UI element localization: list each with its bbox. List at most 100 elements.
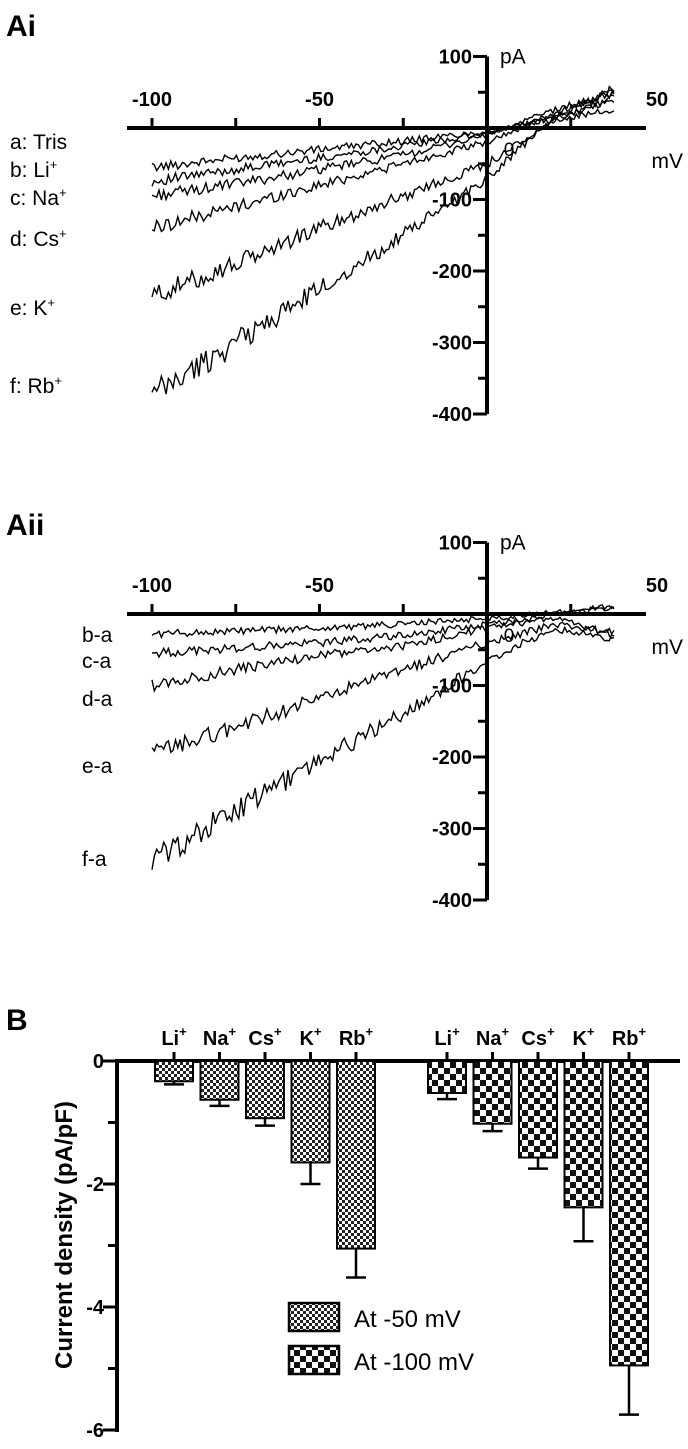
trace-e-a <box>151 621 615 754</box>
trace-label-sup: + <box>47 295 55 310</box>
y-tick-label: -300 <box>432 333 472 355</box>
bar-minus100-rb <box>609 1060 649 1367</box>
category-label-sup: + <box>639 1024 647 1039</box>
category-label-main: Cs <box>521 1028 547 1050</box>
y-tick-label: -200 <box>432 261 472 283</box>
category-label: Na+ <box>476 1024 510 1050</box>
category-label-sup: + <box>366 1024 374 1039</box>
category-label: Li+ <box>434 1024 460 1050</box>
trace-label-main: b-a <box>82 624 113 647</box>
trace-label-main: f-a <box>82 848 107 871</box>
y-tick-label: -400 <box>432 890 472 912</box>
trace-b-a <box>151 605 615 640</box>
trace-label-main: f: Rb <box>10 375 54 398</box>
category-label: Cs+ <box>521 1024 555 1050</box>
y-tick-label: -2 <box>86 1174 104 1196</box>
legend-swatch <box>287 1344 341 1376</box>
trace-label-sup: + <box>59 226 67 241</box>
y-tick-label: -400 <box>432 404 472 426</box>
trace-label-main: a: Tris <box>10 131 67 154</box>
legend-label: At -100 mV <box>354 1349 474 1376</box>
category-label-sup: + <box>547 1024 555 1039</box>
category-label-sup: + <box>501 1024 509 1039</box>
x-tick-label: 50 <box>646 575 668 597</box>
category-label-main: K <box>572 1028 587 1050</box>
trace-label: e-a <box>82 755 113 778</box>
category-label: Rb+ <box>339 1024 374 1050</box>
trace-label-main: e-a <box>82 755 113 778</box>
y-axis-unit: pA <box>500 46 526 69</box>
y-tick-label: 0 <box>93 1051 104 1073</box>
category-label: K+ <box>299 1024 321 1050</box>
y-tick-label: -200 <box>432 747 472 769</box>
category-label-main: Li <box>161 1028 179 1050</box>
y-tick-label: 100 <box>439 533 472 555</box>
trace-label: d-a <box>82 688 113 711</box>
category-label-main: Na <box>476 1028 502 1050</box>
category-label: Cs+ <box>248 1024 282 1050</box>
y-tick-label: -6 <box>86 1420 104 1442</box>
trace-label-sup: + <box>50 157 58 172</box>
trace-label-main: e: K <box>10 297 47 320</box>
category-label-main: K <box>299 1028 314 1050</box>
trace-label-main: d: Cs <box>10 228 59 251</box>
category-label: Li+ <box>161 1024 187 1050</box>
category-label-main: Li <box>434 1028 452 1050</box>
category-label-sup: + <box>587 1024 595 1039</box>
legend-swatch <box>287 1301 341 1333</box>
trace-label-main: c: Na <box>10 187 59 210</box>
trace-label-sup: + <box>54 373 62 388</box>
trace-label: c-a <box>82 650 111 673</box>
x-tick-label: -50 <box>305 89 334 111</box>
x-axis-unit: mV <box>652 636 684 659</box>
x-axis-unit: mV <box>652 150 684 173</box>
category-label-main: Rb <box>612 1028 639 1050</box>
bar-minus100-na <box>472 1060 513 1125</box>
panel-label-b: B <box>6 1004 28 1037</box>
x-tick-label: 50 <box>646 89 668 111</box>
trace-f-rb- <box>151 85 615 395</box>
trace-d-cs- <box>151 89 615 233</box>
trace-label: f-a <box>82 848 107 871</box>
trace-f-a <box>151 625 615 870</box>
trace-label: f: Rb+ <box>10 373 62 398</box>
trace-label-main: d-a <box>82 688 113 711</box>
trace-label: d: Cs+ <box>10 226 67 251</box>
trace-label: a: Tris <box>10 131 67 154</box>
bar-minus50-k <box>290 1060 331 1164</box>
bar-minus50-cs <box>245 1060 285 1120</box>
category-label-sup: + <box>314 1024 322 1039</box>
category-label-main: Rb <box>339 1028 366 1050</box>
trace-label-main: b: Li <box>10 159 50 182</box>
trace-label: c: Na+ <box>10 185 67 210</box>
category-label-sup: + <box>452 1024 460 1039</box>
bar-minus50-li <box>154 1060 194 1083</box>
trace-label: e: K+ <box>10 295 55 320</box>
bar-minus100-k <box>563 1060 604 1209</box>
category-label-sup: + <box>179 1024 187 1039</box>
panel-label-ai: Ai <box>6 10 36 43</box>
trace-label-main: c-a <box>82 650 111 673</box>
x-tick-label: -100 <box>132 575 172 597</box>
y-tick-label: -4 <box>86 1297 105 1319</box>
trace-e-k- <box>151 94 615 301</box>
y-tick-label: -300 <box>432 819 472 841</box>
x-tick-label: -100 <box>132 89 172 111</box>
bar-minus100-li <box>427 1060 467 1094</box>
category-label: K+ <box>572 1024 594 1050</box>
panel-aii-difference-curves: Aii -100 -50 500 mV100-100-200-300-400pAb-a… <box>6 509 683 912</box>
legend-label: At -50 mV <box>354 1306 461 1333</box>
category-label-main: Na <box>203 1028 229 1050</box>
category-label: Rb+ <box>612 1024 647 1050</box>
y-axis-unit: pA <box>500 532 526 555</box>
y-tick-label: -100 <box>432 190 472 212</box>
category-label-main: Cs <box>248 1028 274 1050</box>
y-axis-label: Current density (pA/pF) <box>51 1101 78 1369</box>
bar-minus50-rb <box>336 1060 376 1250</box>
x-tick-label: -50 <box>305 575 334 597</box>
trace-d-a <box>151 616 615 694</box>
trace-b-li- <box>151 98 615 187</box>
